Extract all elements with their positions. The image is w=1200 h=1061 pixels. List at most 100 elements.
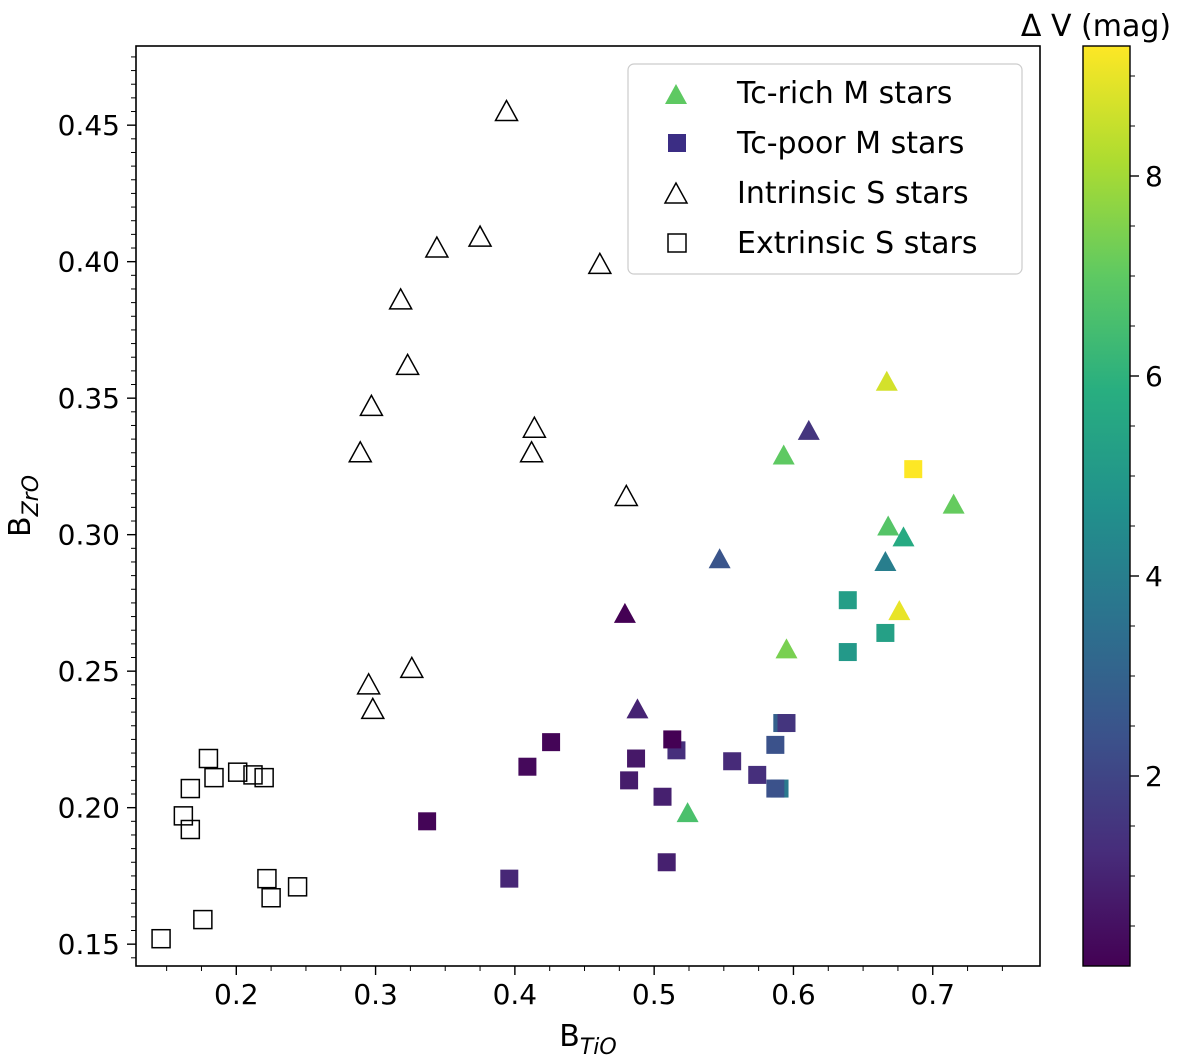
extrinsic-s-stars-point xyxy=(257,868,277,889)
intrinsic-s-stars-point xyxy=(360,696,386,720)
tc-poor-m-stars-point xyxy=(653,787,672,806)
legend-label-intrinsic-s: Intrinsic S stars xyxy=(737,176,969,211)
extrinsic-s-stars-point xyxy=(254,767,274,788)
intrinsic-s-stars-point xyxy=(494,98,519,122)
extrinsic-s-stars-point xyxy=(180,819,201,840)
y-tick-label: 0.15 xyxy=(58,928,120,961)
tc-poor-m-stars-point xyxy=(904,460,923,479)
tc-poor-m-stars-point xyxy=(657,853,676,872)
intrinsic-s-stars-point xyxy=(522,415,547,438)
legend-label-tc-poor: Tc-poor M stars xyxy=(736,126,964,161)
y-tick-label: 0.40 xyxy=(58,246,120,279)
tc-poor-m-stars-point xyxy=(620,771,639,790)
y-tick-label: 0.30 xyxy=(58,519,120,552)
colorbar-tick-label: 2 xyxy=(1145,760,1163,793)
extrinsic-s-stars-point xyxy=(193,909,213,930)
intrinsic-s-stars-point xyxy=(614,483,639,507)
tc-poor-m-stars-point xyxy=(838,643,857,662)
x-axis-ticks: 0.2 0.3 0.4 0.5 0.6 0.7 xyxy=(166,966,1003,1011)
extrinsic-s-stars-point xyxy=(261,888,281,908)
legend-marker-tc-rich xyxy=(665,84,687,104)
intrinsic-s-stars-point xyxy=(467,224,493,247)
tc-rich-m-stars-point xyxy=(877,515,900,536)
tc-rich-m-stars-point xyxy=(772,444,795,465)
plot-area-frame xyxy=(135,45,1041,967)
x-tick-label: 0.7 xyxy=(910,978,955,1011)
y-tick-label: 0.20 xyxy=(58,792,120,825)
extrinsic-s-stars-point xyxy=(243,765,263,785)
tc-poor-m-stars-point xyxy=(418,812,437,831)
y-axis-title-sub: ZrO xyxy=(19,475,44,517)
extrinsic-s-stars-point xyxy=(180,778,201,799)
legend-marker-extrinsic-s xyxy=(667,233,687,253)
legend-marker-tc-poor xyxy=(668,134,686,152)
x-axis-title: BTiO xyxy=(559,1019,616,1057)
legend-box xyxy=(627,63,1023,275)
y-tick-label: 0.45 xyxy=(58,109,120,142)
tc-poor-m-stars-point xyxy=(766,779,785,798)
x-tick-label: 0.5 xyxy=(632,978,677,1011)
y-axis-title: BZrO xyxy=(3,475,44,537)
tc-poor-m-stars-point xyxy=(748,765,767,784)
x-axis-title-main: B xyxy=(559,1019,580,1054)
colorbar-ticks: 2 4 6 8 xyxy=(1130,75,1163,927)
colorbar: 2 4 6 8 Δ V (mag) xyxy=(1021,9,1171,967)
tc-poor-m-stars-point xyxy=(766,735,785,754)
intrinsic-s-stars-point xyxy=(399,655,425,679)
tc-rich-m-stars-point xyxy=(775,638,798,659)
tc-poor-m-stars-point xyxy=(627,749,646,768)
x-tick-label: 0.2 xyxy=(214,978,259,1011)
intrinsic-s-stars-point xyxy=(519,440,544,463)
tc-rich-m-stars-point xyxy=(892,526,915,547)
tc-poor-m-stars-point xyxy=(518,757,537,776)
tc-rich-m-stars-point xyxy=(942,493,965,514)
y-axis-ticks: 0.15 0.20 0.25 0.30 0.35 0.40 0.45 xyxy=(58,56,136,961)
y-axis-title-main: B xyxy=(3,516,38,537)
colorbar-title: Δ V (mag) xyxy=(1021,9,1171,44)
tc-poor-m-stars-point xyxy=(777,714,796,733)
extrinsic-s-stars-point xyxy=(287,877,308,897)
legend: Tc-rich M stars Tc-poor M stars Intrinsi… xyxy=(627,63,1023,275)
tc-poor-m-stars-point xyxy=(500,869,519,888)
y-tick-label: 0.35 xyxy=(58,382,120,415)
data-points xyxy=(151,98,965,949)
extrinsic-s-stars-point xyxy=(227,762,248,782)
legend-label-extrinsic-s: Extrinsic S stars xyxy=(737,226,977,261)
extrinsic-s-stars-point xyxy=(204,767,224,788)
intrinsic-s-stars-point xyxy=(587,251,613,275)
legend-marker-intrinsic-s xyxy=(663,181,689,204)
tc-rich-m-stars-point xyxy=(613,602,636,623)
intrinsic-s-stars-point xyxy=(359,393,384,417)
colorbar-tick-label: 4 xyxy=(1145,560,1163,593)
tc-poor-m-stars-point xyxy=(838,591,857,610)
tc-poor-m-stars-point xyxy=(723,752,742,771)
tc-rich-m-stars-point xyxy=(875,370,898,391)
intrinsic-s-stars-point xyxy=(388,287,413,310)
colorbar-tick-label: 6 xyxy=(1145,360,1163,393)
tc-poor-m-stars-point xyxy=(542,733,561,752)
extrinsic-s-stars-point xyxy=(173,806,194,826)
y-tick-label: 0.25 xyxy=(58,655,120,688)
extrinsic-s-stars-point xyxy=(198,748,219,769)
x-tick-label: 0.6 xyxy=(771,978,816,1011)
intrinsic-s-stars-point xyxy=(395,352,420,376)
legend-label-tc-rich: Tc-rich M stars xyxy=(736,76,952,111)
tc-rich-m-stars-point xyxy=(874,550,897,571)
x-axis-title-sub: TiO xyxy=(580,1035,617,1057)
x-tick-label: 0.3 xyxy=(353,978,398,1011)
tc-rich-m-stars-point xyxy=(797,419,820,440)
tc-rich-m-stars-point xyxy=(626,698,649,719)
intrinsic-s-stars-point xyxy=(356,672,381,695)
tc-poor-m-stars-point xyxy=(663,730,682,749)
colorbar-gradient xyxy=(1082,45,1131,967)
x-tick-label: 0.4 xyxy=(493,978,538,1011)
intrinsic-s-stars-point xyxy=(347,440,373,463)
tc-rich-m-stars-point xyxy=(676,802,699,823)
extrinsic-s-stars-point xyxy=(151,928,171,949)
intrinsic-s-stars-point xyxy=(424,235,450,258)
tc-poor-m-stars-point xyxy=(876,623,895,642)
tc-rich-m-stars-point xyxy=(708,548,731,569)
tc-rich-m-stars-point xyxy=(888,600,911,621)
colorbar-tick-label: 8 xyxy=(1145,160,1163,193)
